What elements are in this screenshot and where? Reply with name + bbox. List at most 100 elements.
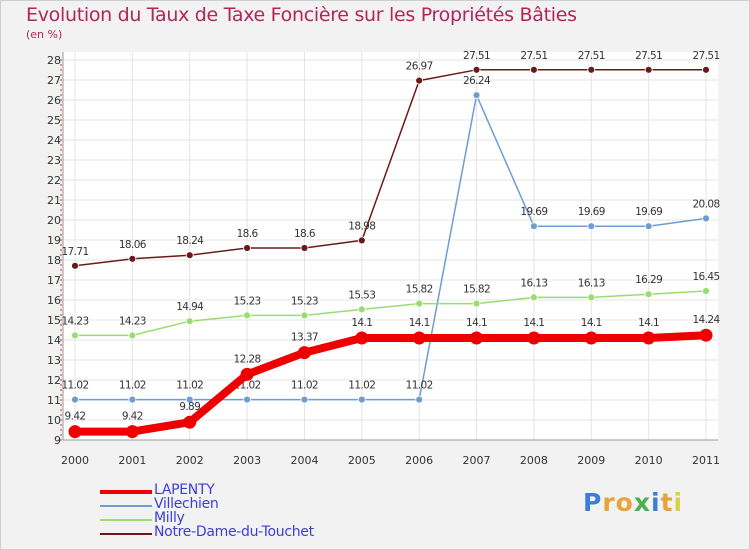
data-point-lapenty xyxy=(699,328,713,342)
legend: LAPENTY Villechien Milly Notre-Dame-du-T… xyxy=(100,482,360,540)
logo-letter: x xyxy=(633,488,651,517)
data-point-villechien xyxy=(243,395,251,404)
data-point-lapenty xyxy=(642,331,656,345)
data-label-milly: 15.82 xyxy=(463,284,490,296)
chart-title: Evolution du Taux de Taxe Foncière sur l… xyxy=(26,4,577,26)
data-point-villechien xyxy=(472,91,481,100)
x-tick-label: 2005 xyxy=(348,454,376,467)
data-point-notre-dame-du-touchet xyxy=(644,65,653,74)
data-point-milly xyxy=(415,299,424,308)
data-point-notre-dame-du-touchet xyxy=(472,65,481,74)
y-tick-label: 22 xyxy=(47,174,61,187)
data-point-villechien xyxy=(185,395,194,404)
data-point-villechien xyxy=(128,395,137,404)
data-point-notre-dame-du-touchet xyxy=(128,254,137,263)
legend-label-villechien: Villechien xyxy=(154,496,219,512)
y-tick-label: 19 xyxy=(47,234,61,247)
legend-item-lapenty: LAPENTY xyxy=(100,482,360,498)
logo-letter: i xyxy=(651,488,661,517)
y-tick-label: 10 xyxy=(47,414,61,427)
y-tick-label: 18 xyxy=(47,254,61,267)
logo-letter: t xyxy=(660,488,674,517)
x-tick-label: 2008 xyxy=(520,454,548,467)
data-point-milly xyxy=(71,331,79,340)
data-label-villechien: 11.02 xyxy=(348,380,375,392)
logo-letter: P xyxy=(583,488,603,517)
data-point-lapenty xyxy=(584,331,598,345)
data-label-notre-dame-du-touchet: 27.51 xyxy=(578,50,605,62)
data-point-milly xyxy=(702,287,710,295)
data-label-lapenty: 9.42 xyxy=(65,411,86,423)
data-label-milly: 14.23 xyxy=(119,315,146,327)
data-label-milly: 15.23 xyxy=(291,295,318,307)
x-tick-label: 2001 xyxy=(118,454,146,467)
data-point-milly xyxy=(472,299,481,308)
data-label-notre-dame-du-touchet: 27.51 xyxy=(635,50,662,62)
logo-letter: i xyxy=(673,488,684,517)
data-label-notre-dame-du-touchet: 27.51 xyxy=(692,50,719,62)
x-tick-label: 2000 xyxy=(61,454,89,467)
legend-item-milly: Milly xyxy=(100,510,360,526)
data-label-milly: 14.23 xyxy=(61,315,88,327)
data-label-lapenty: 14.1 xyxy=(523,317,544,329)
data-label-villechien: 19.69 xyxy=(578,206,605,218)
data-point-milly xyxy=(357,305,366,314)
data-label-lapenty: 14.1 xyxy=(409,317,430,329)
legend-swatch-lapenty xyxy=(100,490,152,494)
data-point-lapenty xyxy=(240,367,254,381)
data-label-milly: 16.13 xyxy=(578,277,605,289)
data-label-notre-dame-du-touchet: 18.6 xyxy=(294,228,316,240)
data-point-milly xyxy=(644,290,653,299)
legend-swatch-notre-dame-du-touchet xyxy=(100,533,152,535)
data-point-milly xyxy=(128,331,137,340)
data-label-lapenty: 14.1 xyxy=(638,317,659,329)
x-tick-label: 2010 xyxy=(635,454,663,467)
y-tick-label: 27 xyxy=(47,74,61,87)
y-tick-label: 15 xyxy=(47,314,61,327)
data-label-notre-dame-du-touchet: 17.71 xyxy=(61,246,88,258)
y-tick-label: 17 xyxy=(47,274,61,287)
series-line-villechien xyxy=(74,94,707,401)
plot-area xyxy=(63,52,718,440)
legend-label-lapenty: LAPENTY xyxy=(154,482,215,498)
data-label-lapenty: 14.1 xyxy=(581,317,602,329)
y-tick-label: 25 xyxy=(47,114,61,127)
data-label-villechien: 19.69 xyxy=(635,206,662,218)
data-label-milly: 15.82 xyxy=(406,284,433,296)
data-point-milly xyxy=(530,293,538,302)
x-tick-label: 2003 xyxy=(233,454,261,467)
y-tick-label: 21 xyxy=(47,194,61,207)
y-tick-label: 20 xyxy=(47,214,61,227)
data-point-lapenty xyxy=(470,331,484,345)
y-tick-label: 24 xyxy=(47,134,61,147)
data-label-lapenty: 14.1 xyxy=(466,317,487,329)
data-point-notre-dame-du-touchet xyxy=(185,251,194,260)
y-tick-label: 13 xyxy=(47,354,61,367)
data-label-lapenty: 14.24 xyxy=(692,314,720,326)
series-line-milly xyxy=(74,290,707,337)
x-tick-label: 2011 xyxy=(692,454,720,467)
data-point-villechien xyxy=(415,395,424,404)
data-label-notre-dame-du-touchet: 27.51 xyxy=(520,50,547,62)
data-label-notre-dame-du-touchet: 18.06 xyxy=(119,239,147,251)
data-point-milly xyxy=(587,293,596,302)
y-tick-label: 28 xyxy=(47,54,61,67)
data-label-notre-dame-du-touchet: 26.97 xyxy=(406,61,433,73)
data-point-villechien xyxy=(702,214,710,223)
x-tick-label: 2004 xyxy=(290,454,318,467)
data-point-lapenty xyxy=(412,331,426,345)
data-point-notre-dame-du-touchet xyxy=(530,65,538,74)
series-line-notre-dame-du-touchet xyxy=(74,69,707,267)
y-tick-label: 26 xyxy=(47,94,61,107)
y-tick-label: 12 xyxy=(47,374,61,387)
data-point-milly xyxy=(185,317,194,326)
data-label-lapenty: 12.28 xyxy=(234,353,261,365)
logo-letter: o xyxy=(615,488,634,517)
data-point-villechien xyxy=(357,395,366,404)
legend-swatch-villechien xyxy=(100,505,152,507)
data-label-lapenty: 14.1 xyxy=(351,317,372,329)
data-label-villechien: 19.69 xyxy=(520,206,547,218)
x-tick-label: 2006 xyxy=(405,454,433,467)
data-point-notre-dame-du-touchet xyxy=(415,76,424,85)
data-label-villechien: 11.02 xyxy=(291,380,318,392)
